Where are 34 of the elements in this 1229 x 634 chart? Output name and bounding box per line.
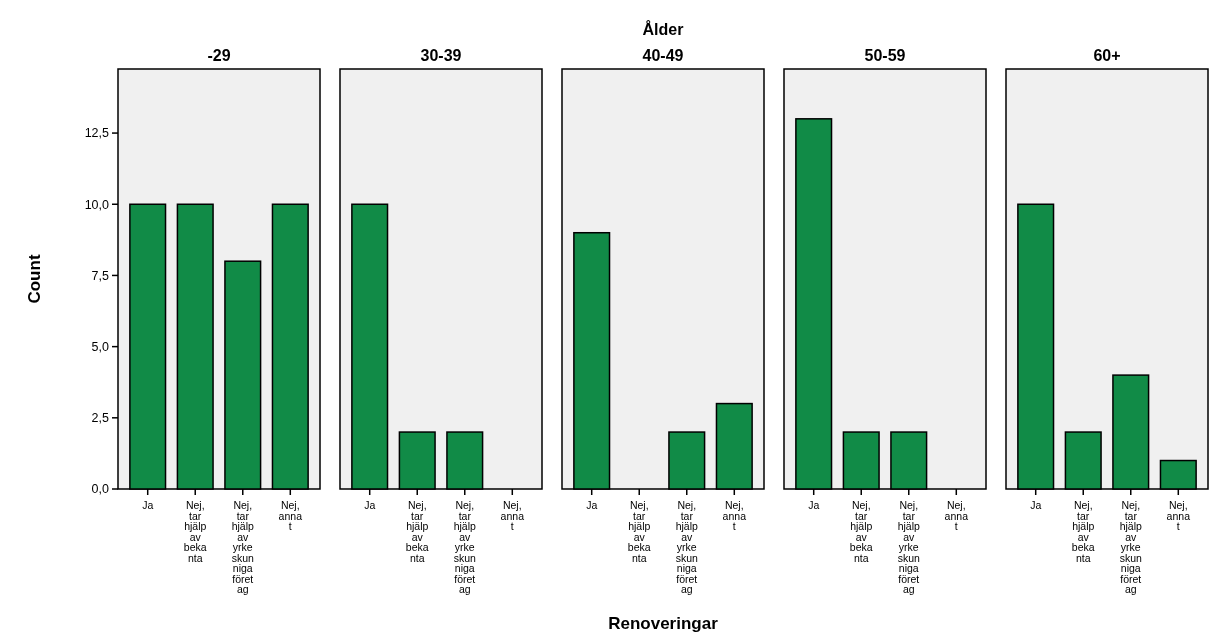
text: Ålder [642,20,684,38]
x-axis-title: Renoveringar [608,614,719,633]
chart-title: 50-59 [864,47,906,64]
category-label: Nej, tar hjälp av yrkeskunniga företag [897,499,920,595]
x-tick-label: Nej, tar hjälp av bekanta [1071,499,1095,564]
y-tick-label: 10,0 [84,197,110,212]
x-tick-label: Ja [808,499,820,511]
x-tick-label: Nej, tar hjälp av bekanta [627,499,651,564]
y-axis-title: Count [25,254,44,304]
category-label: Nej, tar hjälp av yrkeskunniga företag [1119,499,1142,595]
y-tick-label: 12,5 [84,126,110,141]
x-tick-label: Nej, annat [500,499,525,532]
x-tick-label: Ja [364,499,376,511]
x-tick-label: Nej, annat [944,499,969,532]
chart-title: 60+ [1093,47,1121,64]
y-tick-label: 5,0 [91,340,110,354]
y-tick-label: 7,5 [91,268,110,283]
category-label: Nej, tar hjälp av yrkeskunniga företag [453,499,476,595]
chart-title: -29 [207,47,231,64]
x-tick-label: Nej, annat [1166,499,1191,532]
category-label: Nej, tar hjälp av yrkeskunniga företag [231,499,254,595]
x-tick-label: Ja [586,499,598,511]
x-tick-label: Ja [1030,499,1042,511]
chart-title: 40-49 [642,47,684,64]
y-tick-label: 2,5 [91,411,110,426]
x-tick-label: Nej, annat [278,499,303,532]
y-tick-label: 0,0 [91,482,110,497]
x-tick-label: Nej, annat [722,499,747,532]
x-tick-label: Ja [142,499,154,511]
category-label: Nej, tar hjälp av yrkeskunniga företag [675,499,698,595]
chart-title: 30-39 [420,47,462,64]
x-tick-label: Nej, tar hjälp av bekanta [183,499,207,564]
x-tick-label: Nej, tar hjälp av bekanta [849,499,873,564]
x-tick-label: Nej, tar hjälp av bekanta [405,499,429,564]
